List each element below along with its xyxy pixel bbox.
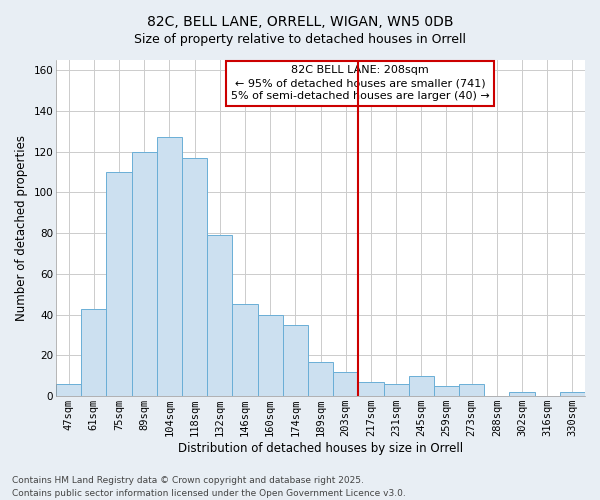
Bar xyxy=(333,372,358,396)
Bar xyxy=(182,158,207,396)
Text: Contains HM Land Registry data © Crown copyright and database right 2025.
Contai: Contains HM Land Registry data © Crown c… xyxy=(12,476,406,498)
Bar xyxy=(409,376,434,396)
Text: 82C, BELL LANE, ORRELL, WIGAN, WN5 0DB: 82C, BELL LANE, ORRELL, WIGAN, WN5 0DB xyxy=(147,15,453,29)
Bar xyxy=(131,152,157,396)
X-axis label: Distribution of detached houses by size in Orrell: Distribution of detached houses by size … xyxy=(178,442,463,455)
Bar xyxy=(358,382,383,396)
Text: Size of property relative to detached houses in Orrell: Size of property relative to detached ho… xyxy=(134,32,466,46)
Bar xyxy=(56,384,81,396)
Bar xyxy=(106,172,131,396)
Bar xyxy=(509,392,535,396)
Bar xyxy=(81,308,106,396)
Bar xyxy=(257,314,283,396)
Bar xyxy=(434,386,459,396)
Bar xyxy=(157,138,182,396)
Bar xyxy=(207,235,232,396)
Bar xyxy=(459,384,484,396)
Text: 82C BELL LANE: 208sqm
← 95% of detached houses are smaller (741)
5% of semi-deta: 82C BELL LANE: 208sqm ← 95% of detached … xyxy=(231,65,490,102)
Bar xyxy=(383,384,409,396)
Y-axis label: Number of detached properties: Number of detached properties xyxy=(15,135,28,321)
Bar xyxy=(308,362,333,396)
Bar xyxy=(560,392,585,396)
Bar xyxy=(232,304,257,396)
Bar xyxy=(283,325,308,396)
